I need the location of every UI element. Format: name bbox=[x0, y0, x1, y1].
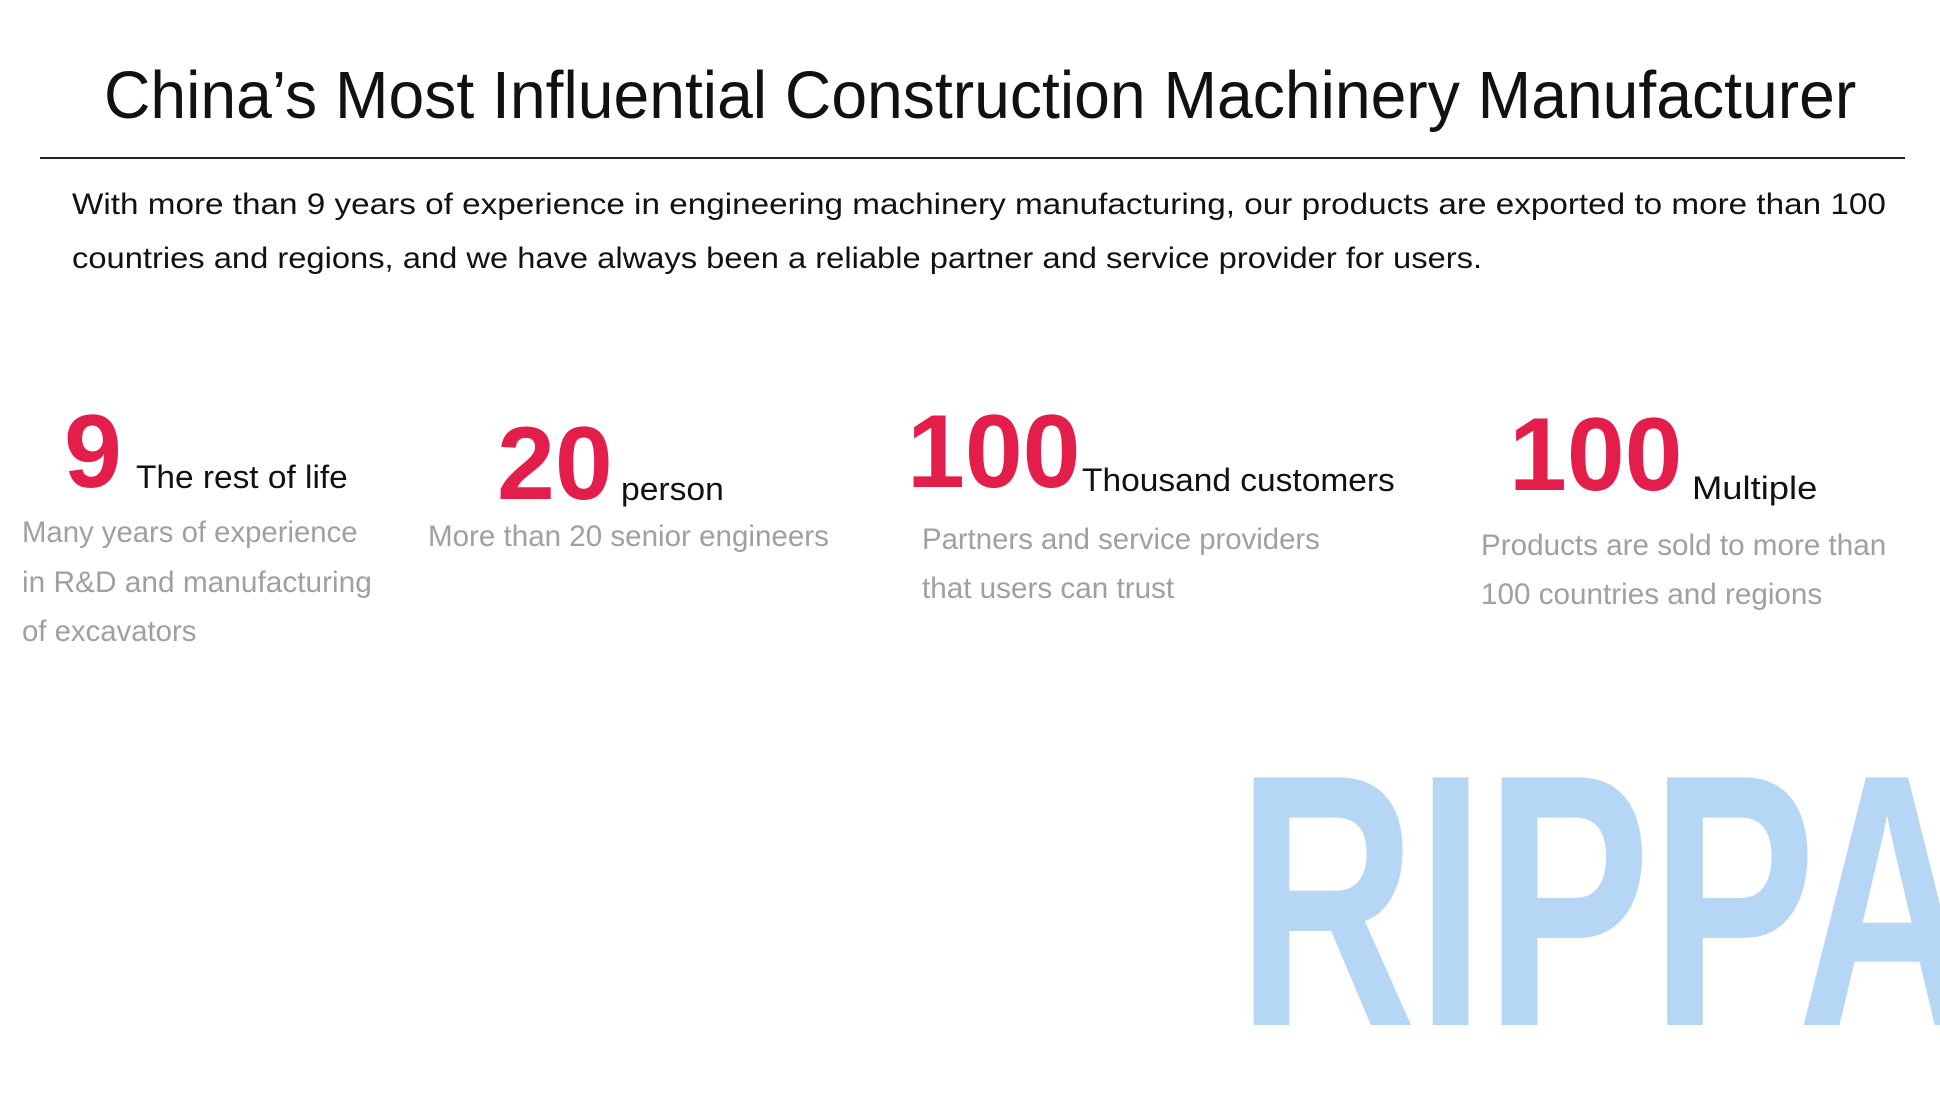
page-title: China’s Most Influential Construction Ma… bbox=[104, 58, 1857, 133]
stat-number: 100 bbox=[907, 394, 1081, 510]
stat-description: in R&D and manufacturing bbox=[22, 566, 372, 599]
stat-description: More than 20 senior engineers bbox=[428, 520, 829, 553]
stat-number: 9 bbox=[64, 394, 122, 510]
stat-label: The rest of life bbox=[136, 459, 348, 495]
stat-description: Many years of experience bbox=[22, 516, 358, 549]
brand-watermark: RIPPA bbox=[1237, 700, 1940, 1102]
stat-description: Products are sold to more than bbox=[1481, 529, 1887, 562]
stat-label: Thousand customers bbox=[1082, 462, 1395, 498]
stat-description: of excavators bbox=[22, 615, 197, 648]
stat-number: 100 bbox=[1509, 397, 1683, 513]
stat-number: 20 bbox=[497, 406, 613, 522]
title-divider bbox=[40, 157, 1905, 159]
stat-description: Partners and service providers bbox=[922, 523, 1320, 556]
intro-line-1: With more than 9 years of experience in … bbox=[72, 188, 1886, 221]
intro-line-2: countries and regions, and we have alway… bbox=[72, 242, 1483, 275]
stat-description: that users can trust bbox=[922, 572, 1175, 605]
stat-label: Multiple bbox=[1692, 470, 1818, 506]
stat-label: person bbox=[621, 471, 724, 507]
stat-description: 100 countries and regions bbox=[1481, 578, 1823, 611]
